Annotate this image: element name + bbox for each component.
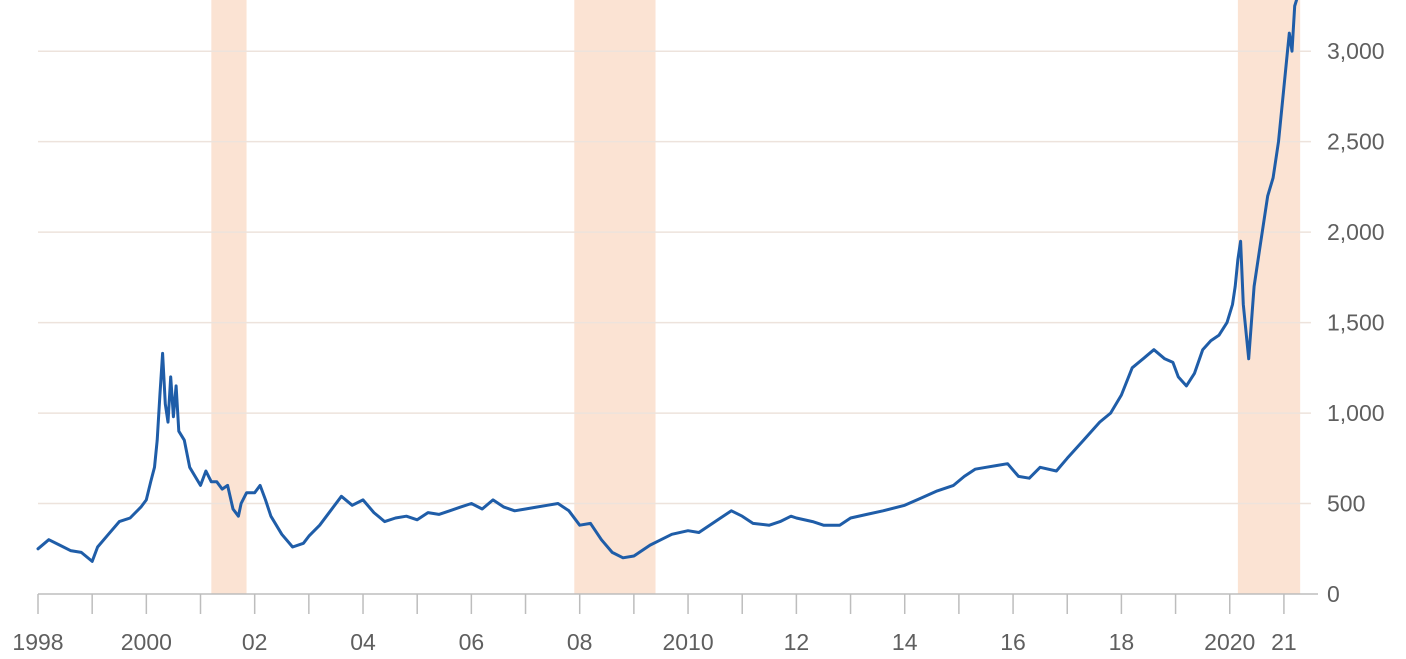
- x-tick-label-14: 14: [892, 629, 918, 655]
- y-tick-label-2000: 2,000: [1327, 219, 1385, 245]
- series-layer: [36, 0, 1299, 563]
- y-tick-label-500: 500: [1327, 491, 1365, 517]
- y-tick-label-1000: 1,000: [1327, 400, 1385, 426]
- y-tick-label-2500: 2,500: [1327, 129, 1385, 155]
- gridlines: [38, 50, 1311, 505]
- x-tick-label-06: 06: [459, 629, 485, 655]
- x-axis: 1998 2000 02 04 06 08 2010 12 14 16 18 2020 21: [12, 593, 1318, 655]
- x-tick-label-2010: 2010: [662, 629, 713, 655]
- y-tick-label-3000: 3,000: [1327, 38, 1385, 64]
- x-tick-label-02: 02: [242, 629, 268, 655]
- x-tick-label-2000: 2000: [121, 629, 172, 655]
- x-tick-label-21: 21: [1271, 629, 1297, 655]
- shaded-period-2: [1237, 0, 1301, 594]
- x-tick-label-04: 04: [350, 629, 376, 655]
- y-tick-label-0: 0: [1327, 581, 1340, 607]
- x-tick-label-08: 08: [567, 629, 593, 655]
- x-tick-label-1998: 1998: [12, 629, 63, 655]
- x-tick-label-16: 16: [1000, 629, 1026, 655]
- x-tick-label-12: 12: [784, 629, 810, 655]
- series-line-0: [36, 0, 1299, 563]
- x-tick-label-18: 18: [1109, 629, 1135, 655]
- y-axis: 0 500 1,000 1,500 2,000 2,500 3,000: [1327, 38, 1385, 607]
- shaded-period-1: [574, 0, 656, 594]
- y-tick-label-1500: 1,500: [1327, 310, 1385, 336]
- x-tick-label-2020: 2020: [1204, 629, 1255, 655]
- shaded-periods: [211, 0, 1301, 594]
